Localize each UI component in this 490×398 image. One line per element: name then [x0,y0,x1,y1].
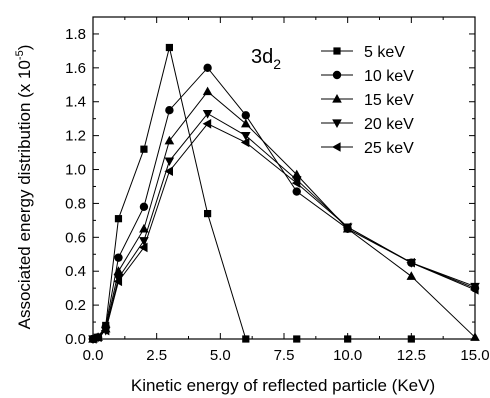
data-point [138,242,148,253]
y-tick-label: 0.0 [65,331,86,348]
data-point [100,325,110,336]
y-tick-label: 1.4 [65,94,86,111]
legend-item: 10 keV [321,68,414,85]
series-triangle-left [88,118,479,344]
x-axis-title: Kinetic energy of reflected particle (Ke… [131,376,435,395]
data-point [241,132,251,141]
data-point [291,178,301,188]
data-point [164,135,175,145]
plot-frame [92,16,476,340]
panel-label-subscript: 2 [273,56,281,72]
series-circle [88,63,480,344]
legend-marker [333,47,341,55]
x-tick-label: 0.0 [83,347,104,364]
data-point [240,137,250,148]
legend-item: 15 keV [321,92,414,109]
data-point [292,187,301,196]
data-point [164,157,175,167]
data-point [113,266,124,275]
legend-label: 20 keV [364,116,414,133]
data-point [241,111,250,120]
legend: 5 keV 10 keV 15 keV 20 keV 25 keV [321,44,414,157]
series-square [89,43,415,343]
series-triangle-down [88,110,480,344]
series-line [92,123,476,340]
y-tick-label: 0.8 [65,195,86,212]
legend-label: 25 keV [364,140,414,157]
data-point [165,43,173,52]
series-line [92,67,476,340]
x-tick-label: 12.5 [397,347,426,364]
x-tick-label: 10.0 [333,347,362,364]
data-point [203,63,212,73]
data-point [406,257,415,268]
data-point [293,335,301,343]
data-point [114,253,123,262]
y-tick-label: 1.0 [65,162,86,179]
data-point [470,285,479,295]
legend-label: 5 keV [364,44,405,61]
y-tick-label: 1.2 [65,128,86,145]
data-point [139,223,149,233]
data-point [202,110,213,119]
panel-label: 3d2 [251,46,281,72]
legend-marker [332,70,342,80]
data-point [114,215,123,223]
x-tick-label: 15.0 [460,347,489,364]
data-point [242,335,250,343]
x-tick-label: 2.5 [146,347,167,364]
y-tick-label: 1.8 [65,26,86,43]
plot-area: 0.0 2.5 5.0 7.5 10.0 12.5 15.0 0.0 0.2 0.4 0.6 0.8 1… [65,16,490,364]
y-axis-title: Associated energy distribution (x 10-5) [14,45,34,330]
data-point [164,166,173,177]
data-point [470,332,480,341]
legend-marker [332,94,342,103]
data-point [344,335,352,343]
data-point [342,222,352,232]
legend-marker [332,142,341,152]
legend-item: 20 keV [321,116,414,133]
data-point [407,335,415,343]
data-point [202,86,213,96]
data-point [139,202,149,212]
series-line [92,112,476,340]
y-tick-label: 1.6 [65,60,86,77]
x-tick-label: 5.0 [210,347,231,364]
y-tick-label: 0.4 [65,263,86,280]
data-point [113,276,123,287]
data-point [204,209,212,218]
data-point [406,271,417,280]
data-point [165,106,174,115]
legend-label: 10 keV [364,68,414,85]
y-tick-label: 0.6 [65,229,86,246]
series-triangle-up [88,86,480,343]
y-tick-label: 0.2 [65,297,86,314]
legend-label: 15 keV [364,92,414,109]
data-point [202,118,212,129]
data-point [291,169,302,179]
legend-item: 25 keV [321,140,414,157]
series-line [92,90,476,340]
legend-item: 5 keV [321,44,405,61]
x-tick-label: 7.5 [274,347,295,364]
legend-marker [332,119,342,128]
data-point [93,332,102,343]
data-point [140,145,148,153]
data-point [241,118,251,128]
